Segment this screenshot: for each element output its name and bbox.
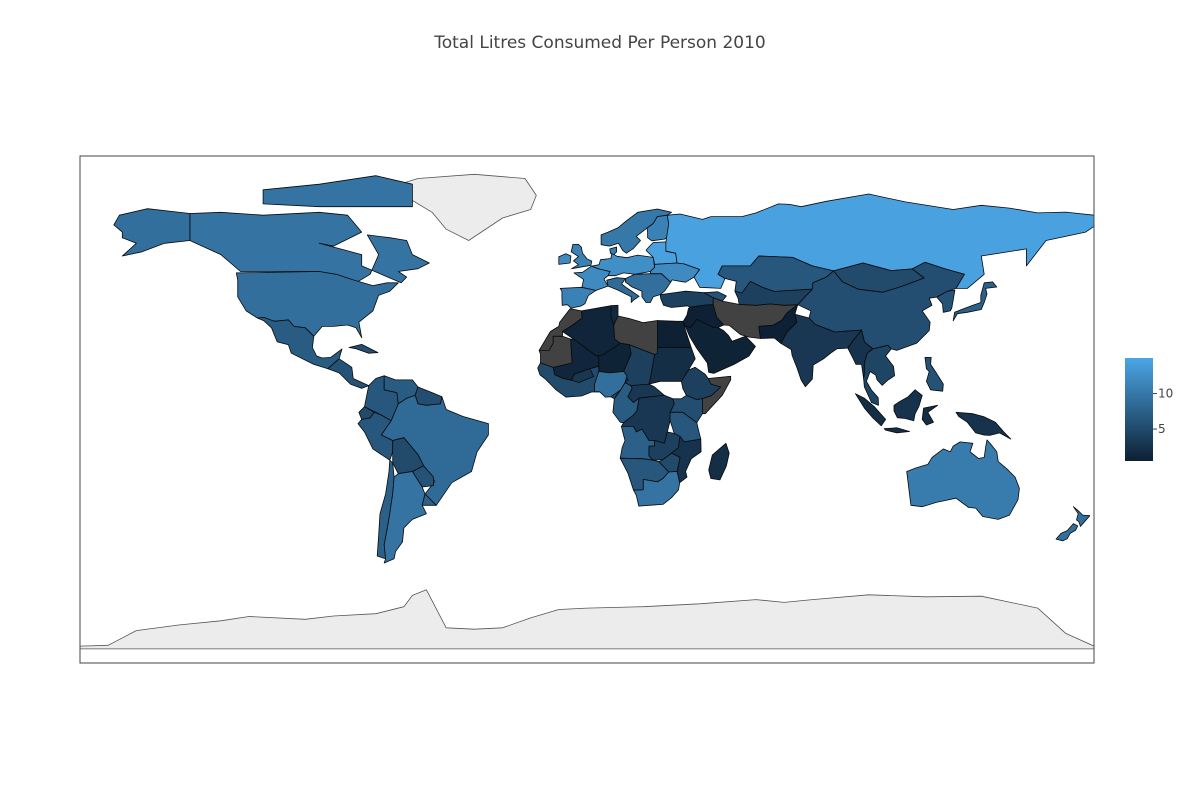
- region-canadian-arctic-islands[interactable]: [262, 175, 413, 208]
- region-southeast-asia-mainland[interactable]: [863, 344, 895, 406]
- region-burkina-faso[interactable]: [571, 368, 595, 383]
- regions-layer: [80, 173, 1094, 650]
- region-nigeria[interactable]: [594, 371, 628, 398]
- region-italy[interactable]: [606, 277, 640, 303]
- region-south-africa[interactable]: [633, 471, 681, 507]
- region-caucasus[interactable]: [703, 291, 727, 302]
- region-alaska-united-states-[interactable]: [113, 208, 191, 257]
- region-arabian-peninsula[interactable]: [684, 318, 756, 374]
- colorbar-tick-label: 10: [1158, 387, 1173, 401]
- region-central-europe[interactable]: [591, 252, 655, 277]
- region-new-zealand-south[interactable]: [1055, 523, 1079, 542]
- region-greenland[interactable]: [380, 173, 537, 241]
- region-mexico[interactable]: [256, 316, 343, 370]
- region-australia[interactable]: [906, 439, 1020, 520]
- region-sumatra[interactable]: [855, 393, 886, 427]
- region-denmark[interactable]: [609, 246, 617, 256]
- region-java[interactable]: [883, 427, 910, 434]
- region-great-britain[interactable]: [570, 243, 593, 270]
- region-pakistan[interactable]: [758, 304, 799, 344]
- region-uruguay[interactable]: [421, 493, 437, 506]
- region-argentina[interactable]: [383, 471, 427, 564]
- region-sulawesi[interactable]: [921, 404, 939, 426]
- region-cuba[interactable]: [348, 343, 379, 354]
- region-madagascar[interactable]: [708, 442, 730, 481]
- region-japan[interactable]: [952, 281, 998, 322]
- region-philippines[interactable]: [924, 356, 944, 392]
- region-new-guinea[interactable]: [955, 411, 1012, 440]
- colorbar: [1125, 358, 1153, 461]
- region-russia[interactable]: [665, 193, 1094, 289]
- map-frame: [79, 155, 1095, 664]
- region-borneo[interactable]: [893, 389, 923, 422]
- colorbar-tick-label: 5: [1158, 422, 1166, 436]
- colorbar-ticks: 5 10: [1153, 387, 1173, 436]
- region-antarctica[interactable]: [80, 589, 1094, 650]
- region-ireland[interactable]: [558, 253, 572, 265]
- region-new-zealand-north[interactable]: [1073, 506, 1091, 527]
- chart-title: Total Litres Consumed Per Person 2010: [434, 33, 766, 53]
- region-korea[interactable]: [936, 289, 956, 313]
